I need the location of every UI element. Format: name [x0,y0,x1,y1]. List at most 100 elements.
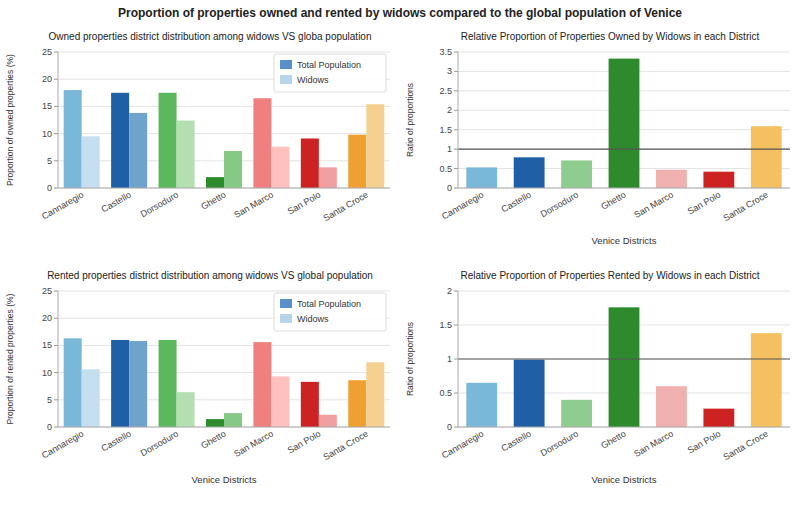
bar [466,383,497,427]
y-tick [54,318,58,319]
x-tick-label: Castello [100,190,133,215]
bar [64,338,82,427]
y-tick-label: 2 [447,286,452,296]
subplot: Relative Proportion of Properties Rented… [405,270,790,485]
y-tick [454,393,458,394]
x-tick-label: Cannaregio [40,429,85,461]
legend-swatch [280,60,292,69]
y-tick-label: 1.5 [439,125,452,135]
y-tick [54,133,58,134]
grid-line [458,52,790,53]
bar [177,392,195,427]
y-axis-line [458,52,459,188]
x-tick-label: Santa Croce [722,429,770,463]
bar [703,172,734,188]
grid-line [58,291,390,292]
y-tick [54,427,58,428]
y-tick [454,110,458,111]
x-tick-label: Cannaregio [40,190,85,222]
x-tick-label: Dorsoduro [139,190,180,220]
bar [224,413,242,427]
subplot: Relative Proportion of Properties Owned … [405,31,790,246]
bar [206,177,224,188]
x-tick-label: Castello [500,190,533,215]
y-tick [454,149,458,150]
subplot-title: Relative Proportion of Properties Rented… [460,270,759,281]
bar [348,380,366,427]
y-tick-label: 1 [447,144,452,154]
y-tick-label: 0 [47,422,52,432]
bar [111,93,129,188]
y-tick-label: 0 [447,183,452,193]
bar [111,340,129,427]
bar [206,419,224,427]
bar [177,121,195,188]
bar [82,369,100,427]
x-tick-label: Santa Croce [722,190,770,224]
y-tick [454,71,458,72]
bar [271,147,289,188]
grid-line [58,133,390,134]
bar [366,104,384,188]
x-tick-label: Santa Croce [322,190,370,224]
bar [253,342,271,427]
x-tick-label: San Polo [286,429,323,456]
x-tick-label: Ghetto [199,190,227,212]
x-axis-label: Venice Districts [592,474,657,485]
legend-label: Widows [297,314,329,324]
y-tick-label: 0 [47,183,52,193]
y-tick [454,168,458,169]
grid-line [458,427,790,428]
y-tick-label: 2.5 [439,86,452,96]
legend: Total PopulationWidows [274,54,386,92]
main-title: Proportion of properties owned and rente… [118,6,682,20]
y-axis-line [58,52,59,188]
y-tick [54,291,58,292]
legend-label: Widows [297,75,329,85]
legend: Total PopulationWidows [274,293,386,331]
bar [751,333,782,427]
legend-swatch [280,75,292,84]
marks [64,90,385,188]
y-axis-line [458,291,459,427]
bar [159,93,177,188]
bar [561,160,592,188]
marks [458,307,790,427]
x-tick-label: Ghetto [199,429,227,451]
bar [129,341,147,427]
grid-line [58,52,390,53]
y-tick [54,399,58,400]
y-tick [54,345,58,346]
x-tick-label: Castello [500,429,533,454]
bar [514,157,545,188]
grid-line [458,359,790,360]
y-tick [454,325,458,326]
bar [466,167,497,188]
grid-line [58,427,390,428]
x-axis-label: Venice Districts [592,235,657,246]
y-tick-label: 25 [42,286,52,296]
bar [348,135,366,188]
reference-line [458,358,790,359]
marks [64,338,385,427]
bar [82,136,100,188]
bar [561,400,592,427]
x-tick-label: Dorsoduro [539,429,580,459]
x-tick-label: Cannaregio [440,190,485,222]
x-tick-label: San Marco [632,429,675,459]
x-tick-label: Dorsoduro [139,429,180,459]
x-tick-label: San Polo [286,190,323,217]
y-tick [454,359,458,360]
y-tick-label: 0.5 [439,388,452,398]
grid-line [458,149,790,150]
bar [609,307,640,427]
legend-swatch [280,299,292,308]
x-tick-label: Dorsoduro [539,190,580,220]
x-tick-label: San Marco [232,190,275,220]
y-axis-label: Ratio of proportions [405,322,415,396]
y-tick-label: 0 [447,422,452,432]
y-tick-label: 10 [42,129,52,139]
bar [253,98,271,188]
y-axis-label: Proportion of owned properties (%) [5,54,15,186]
y-tick [54,372,58,373]
